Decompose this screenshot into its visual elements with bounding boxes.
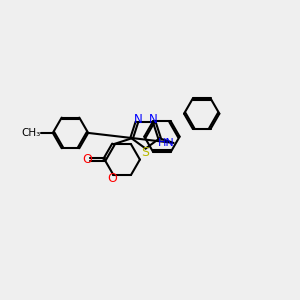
Text: O: O bbox=[82, 153, 92, 166]
Text: HN: HN bbox=[158, 138, 174, 148]
Text: S: S bbox=[142, 146, 150, 159]
Text: CH₃: CH₃ bbox=[21, 128, 40, 138]
Text: N: N bbox=[134, 113, 142, 126]
Text: O: O bbox=[107, 172, 117, 185]
Text: N: N bbox=[149, 113, 158, 126]
